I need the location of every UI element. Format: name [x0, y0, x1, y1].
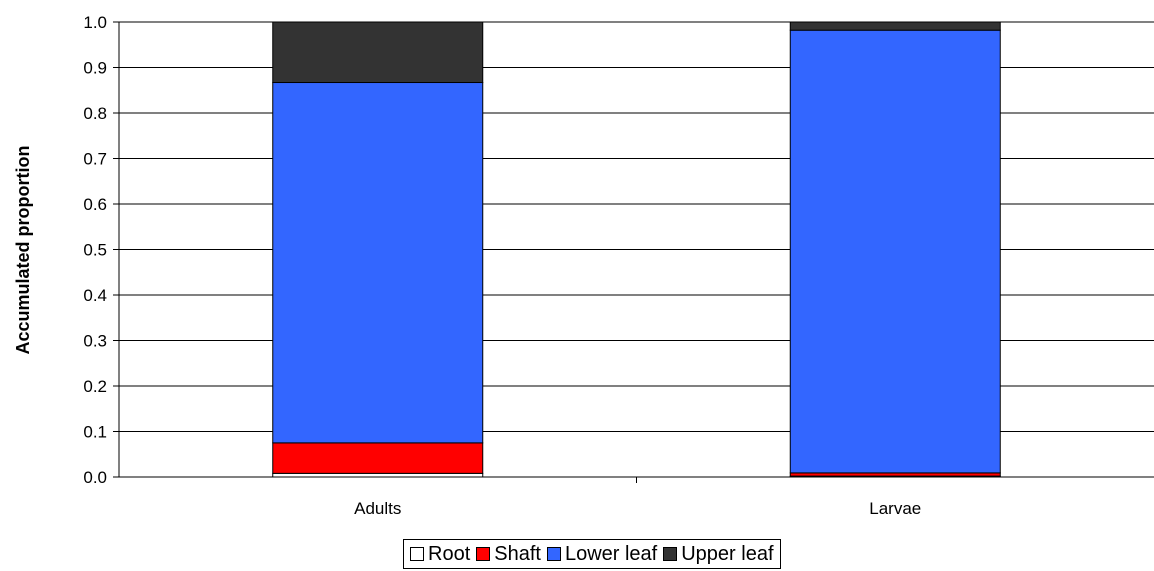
legend-item-upper-leaf: Upper leaf — [663, 542, 774, 566]
y-tick-label: 1.0 — [83, 13, 107, 32]
legend-label: Upper leaf — [681, 542, 774, 565]
axes — [113, 21, 1154, 483]
bar-stacks — [272, 21, 1001, 478]
y-tick-label: 0.8 — [83, 104, 107, 123]
y-axis-label: Accumulated proportion — [13, 145, 33, 354]
legend: Root Shaft Lower leaf Upper leaf — [403, 539, 781, 569]
legend-item-root: Root — [410, 543, 470, 566]
y-tick-label: 0.6 — [83, 195, 107, 214]
legend-swatch — [546, 547, 561, 561]
legend-label: Root — [428, 542, 471, 565]
bar-segment-lower-leaf — [789, 29, 1001, 474]
y-tick-label: 0.7 — [83, 150, 107, 169]
y-tick-label: 0.1 — [83, 423, 107, 442]
x-tick-label: Adults — [354, 499, 401, 518]
y-tick-label: 0.5 — [83, 241, 107, 260]
y-tick-labels: 0.0 0.1 0.2 0.3 0.4 0.5 0.6 0.7 0.8 0.9 1.0 — [83, 13, 107, 487]
y-tick-label: 0.4 — [83, 286, 107, 305]
y-tick-label: 0.3 — [83, 332, 107, 351]
legend-swatch — [410, 547, 424, 561]
x-tick-label: Larvae — [869, 499, 921, 518]
bar-segment-lower-leaf — [272, 82, 484, 444]
x-tick-labels: Adults Larvae — [354, 499, 921, 518]
legend-swatch — [476, 547, 491, 561]
legend-item-shaft: Shaft — [476, 543, 541, 566]
legend-swatch — [663, 547, 678, 561]
y-tick-label: 0.9 — [83, 59, 107, 78]
legend-label: Lower leaf — [564, 542, 658, 565]
y-tick-label: 0.2 — [83, 377, 107, 396]
bar-segment-shaft — [272, 442, 484, 474]
bar-segment-upper-leaf — [789, 21, 1001, 31]
legend-label: Shaft — [494, 542, 541, 565]
bar-segment-upper-leaf — [272, 21, 484, 84]
legend-item-lower-leaf: Lower leaf — [546, 542, 658, 566]
bar-segment-root — [272, 472, 484, 478]
y-tick-label: 0.0 — [83, 468, 107, 487]
